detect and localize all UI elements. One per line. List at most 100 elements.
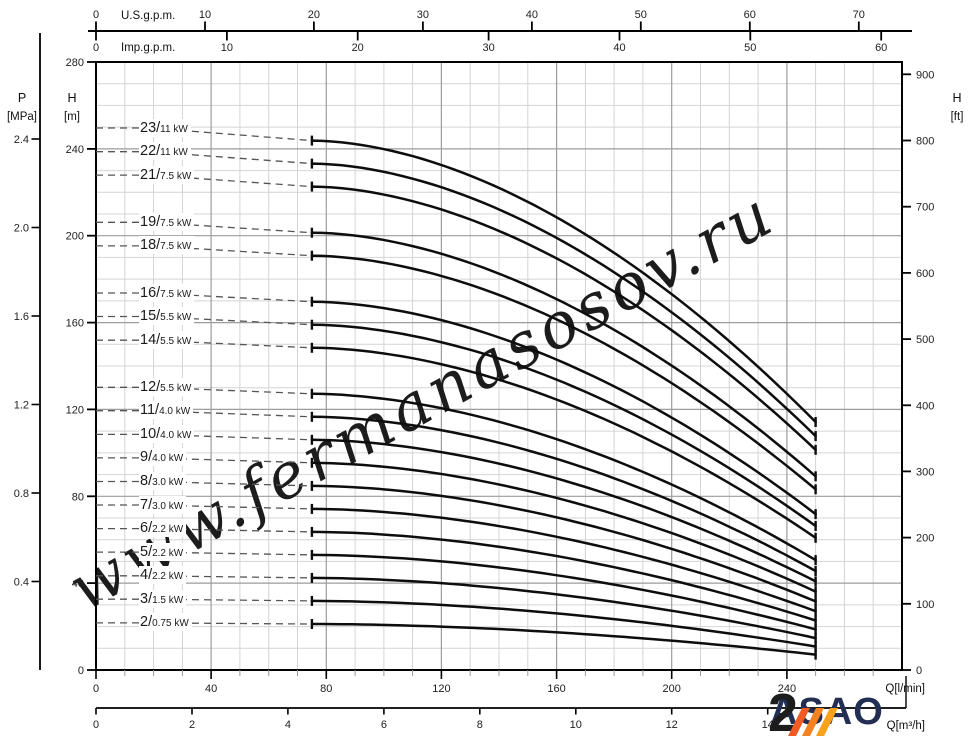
pump-curve (310, 162, 817, 438)
q-lpm-tick-label: 40 (205, 683, 217, 695)
pump-curves (96, 127, 817, 660)
us-gpm-tick-label: 0 (93, 9, 99, 21)
logo-stripe-2 (802, 708, 824, 736)
curve-dashed-lead (96, 315, 312, 326)
pump-curve (310, 231, 817, 478)
h-ft-tick-label: 600 (916, 268, 934, 280)
pump-curve (310, 300, 817, 516)
pump-curve (310, 599, 817, 648)
h-ft-tick-label: 300 (916, 466, 934, 478)
curve-dashed-lead (96, 127, 312, 142)
curve-dashed-lead (96, 410, 312, 418)
curve-dashed-lead (96, 151, 312, 165)
h-ft-tick-label: 700 (916, 202, 934, 214)
watermark-text: www.fermanasosov.ru (57, 176, 788, 625)
pump-curve (310, 530, 817, 622)
h-m-axis-title: H (67, 91, 76, 105)
us-gpm-tick-label: 40 (526, 9, 538, 21)
q-m3h-tick-label: 10 (570, 719, 582, 731)
logo-stripe-1 (788, 708, 810, 736)
imp-gpm-tick-label: 40 (613, 42, 625, 54)
h-m-tick-label: 200 (66, 231, 84, 243)
q-m3h-tick-label: 8 (477, 719, 483, 731)
h-m-axis-unit: [m] (64, 111, 80, 123)
imp-gpm-tick-label: 0 (93, 42, 99, 54)
h-ft-tick-label: 400 (916, 400, 934, 412)
pump-curve (310, 461, 817, 593)
h-m-tick-label: 40 (72, 578, 84, 590)
imp-gpm-tick-label: 30 (482, 42, 494, 54)
curve-dashed-lead (96, 221, 312, 234)
imp-gpm-tick-label: 10 (221, 42, 233, 54)
us-gpm-tick-label: 70 (853, 9, 865, 21)
imp-gpm-tick-label: 20 (352, 42, 364, 54)
q-lpm-tick-label: 0 (93, 683, 99, 695)
h-ft-tick-label: 200 (916, 533, 934, 545)
h-m-tick-label: 80 (72, 491, 84, 503)
p-mpa-tick-label: 0.8 (14, 488, 29, 500)
imp-gpm-tick-label: 50 (744, 42, 756, 54)
h-m-tick-label: 120 (66, 404, 84, 416)
pump-curve (310, 622, 817, 656)
pump-curve (310, 576, 817, 640)
p-axis-unit: [MPa] (7, 111, 37, 123)
q-lpm-tick-label: 120 (432, 683, 450, 695)
q-lpm-tick-label: 240 (778, 683, 796, 695)
imp-gpm-axis-label: Imp.g.p.m. (121, 42, 175, 54)
h-m-tick-label: 0 (78, 665, 84, 677)
logo-stripe-3 (816, 708, 838, 736)
q-m3h-tick-label: 0 (93, 719, 99, 731)
curve-dashed-lead (96, 292, 312, 303)
q-m3h-tick-label: 2 (189, 719, 195, 731)
logo-mark-icon: 2 (768, 684, 838, 740)
tick-labels: 0 10 20 30 40 50 60 700 10 20 30 40 50 602.42.01.61.2… (14, 9, 935, 731)
q-m3h-tick-label: 6 (381, 719, 387, 731)
h-ft-tick-label: 0 (916, 665, 922, 677)
p-mpa-tick-label: 1.2 (14, 400, 29, 412)
q-lpm-tick-label: 80 (320, 683, 332, 695)
h-m-tick-label: 240 (66, 144, 84, 156)
h-ft-tick-label: 800 (916, 136, 934, 148)
pump-curve (310, 323, 817, 528)
p-axis-title: P (18, 91, 26, 105)
curve-dashed-lead (96, 386, 312, 395)
q-m3h-tick-label: 12 (666, 719, 678, 731)
us-gpm-tick-label: 50 (635, 9, 647, 21)
us-gpm-tick-label: 30 (417, 9, 429, 21)
h-ft-tick-label: 100 (916, 599, 934, 611)
h-ft-tick-label: 900 (916, 69, 934, 81)
h-ft-tick-label: 500 (916, 334, 934, 346)
us-gpm-tick-label: 60 (744, 9, 756, 21)
p-mpa-tick-label: 2.4 (14, 134, 29, 146)
p-mpa-tick-label: 1.6 (14, 311, 29, 323)
pump-curve (310, 507, 817, 613)
curve-dashed-lead (96, 174, 312, 188)
q-lpm-tick-label: 160 (547, 683, 565, 695)
pump-curve (310, 553, 817, 631)
q-m3h-tick-label: 14 (762, 719, 774, 731)
pump-curve (310, 438, 817, 583)
q-m3h-axis-label: Q[m³/h] (887, 720, 925, 732)
curve-dashed-lead (96, 245, 312, 257)
us-gpm-tick-label: 10 (199, 9, 211, 21)
imp-gpm-tick-label: 60 (875, 42, 887, 54)
curve-dashed-lead (96, 622, 312, 625)
pump-curve (310, 392, 817, 562)
h-ft-axis-title: H (952, 91, 961, 105)
axes (31, 21, 912, 715)
pump-curve (310, 346, 817, 540)
h-m-tick-label: 160 (66, 318, 84, 330)
h-ft-axis-unit: [ft] (951, 111, 964, 123)
q-m3h-tick-label: 4 (285, 719, 291, 731)
logo: 2 ASAO (768, 684, 971, 740)
p-mpa-tick-label: 2.0 (14, 223, 29, 235)
pump-curve (310, 484, 817, 603)
q-lpm-tick-label: 200 (663, 683, 681, 695)
q-lpm-axis-label: Q[l/min] (885, 683, 925, 695)
p-mpa-tick-label: 0.4 (14, 577, 29, 589)
pump-curve (310, 254, 817, 491)
pump-curve (310, 415, 817, 573)
us-gpm-axis-label: U.S.g.p.m. (121, 10, 175, 22)
